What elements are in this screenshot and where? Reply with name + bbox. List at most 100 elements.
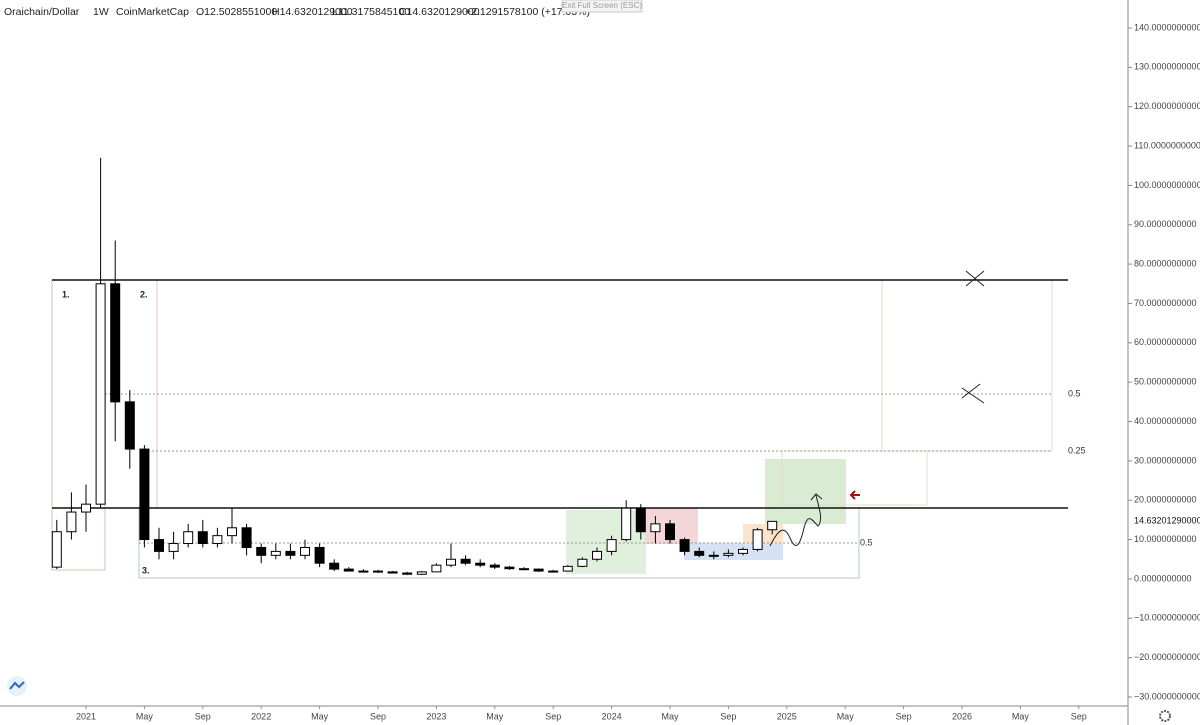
logo-mark [9,681,25,690]
candle-body [577,558,588,567]
candle-body [329,562,340,570]
candle-body [533,568,544,572]
candle-body [621,507,632,541]
candle-body [738,548,748,554]
source: CoinMarketCap [116,6,189,18]
y-tick-label: 40.0000000000 [1134,416,1197,426]
interval: 1W [93,6,109,18]
zone-box [881,279,1053,452]
candle-body [66,511,77,533]
cross-mark [965,270,985,287]
change-value: +2.1291578100 (+17.03%) [465,6,590,18]
x-tick-label: 2026 [952,711,972,721]
candle-body [95,283,106,505]
candle-body [708,554,719,557]
annotation: 3. [142,565,150,575]
candle-body [270,550,281,556]
candle-body [51,531,62,568]
candle-body [227,527,237,537]
candle-body [373,570,383,573]
arrow [849,490,860,500]
candle-body [562,565,573,572]
x-tick-label: 2023 [426,711,446,721]
candle-body [387,571,398,574]
candle-body [460,558,471,564]
x-tick-label: 2025 [777,711,797,721]
y-tick-label: 80.0000000000 [1134,258,1197,268]
candle-body [679,539,690,552]
candle-body [752,529,763,550]
price-label: 14.63201290000 [1134,516,1200,526]
candle-body [256,546,267,556]
y-tick-label: 20.0000000000 [1134,495,1197,505]
candle-body [343,568,354,572]
annotation: 2. [140,289,148,299]
y-tick-label: 60.0000000000 [1134,337,1197,347]
settings-icon[interactable] [1159,710,1171,722]
x-tick-label: May [837,711,855,721]
candle-body [431,564,442,573]
candle-body [212,535,223,545]
y-tick-label: 140.0000000000 [1134,22,1200,32]
candle-body [197,531,208,545]
y-tick-label: 10.0000000000 [1134,534,1197,544]
zone-box [765,459,846,524]
candle-body [183,531,194,545]
candle-body [154,539,164,552]
candle-body [416,571,427,575]
y-tick-label: 30.0000000000 [1134,455,1197,465]
x-tick-label: May [486,711,504,721]
x-tick-label: May [661,711,679,721]
x-tick-label: Sep [1071,711,1087,721]
x-tick-label: Sep [370,711,386,721]
candle-body [694,550,705,556]
candle-body [475,562,486,566]
tooltip-box[interactable] [561,0,643,13]
candle-body [124,401,135,450]
y-tick-label: 130.0000000000 [1134,62,1200,72]
drawings [51,270,1068,579]
candle-body [606,539,617,552]
candle-body [446,558,456,566]
candle-body [81,503,91,513]
y-tick-label: 70.0000000000 [1134,298,1197,308]
annotation: 0.5 [860,537,873,547]
x-tick-label: 2022 [251,711,271,721]
candle-body [767,520,778,531]
y-tick-label: 50.0000000000 [1134,377,1197,387]
y-tick-label: −30.0000000000 [1134,691,1200,701]
candle-body [665,523,675,541]
candle-body [635,507,646,533]
y-tick-label: 0.0000000000 [1134,573,1192,583]
symbol: Oraichain/Dollar [4,6,80,18]
x-tick-label: 2024 [602,711,622,721]
projection-path [769,493,823,547]
candle-body [519,568,529,571]
candle-body [300,546,310,556]
open-value: O12.5028551000 [196,6,277,18]
candle-body [358,570,369,573]
annotation: 0.5 [1068,388,1081,398]
y-tick-label: 90.0000000000 [1134,219,1197,229]
y-tick-label: 100.0000000000 [1134,180,1200,190]
y-tick-label: −10.0000000000 [1134,613,1200,623]
x-tick-label: May [311,711,329,721]
tooltip[interactable]: Exit Full Screen (ESC) [562,1,642,10]
candle-body [548,570,559,573]
candle-body [285,550,296,556]
y-tick-label: 120.0000000000 [1134,101,1200,111]
candle-body [314,546,325,564]
candle-body [402,572,413,575]
candle-body [110,283,121,403]
close-value: C14.6320129000 [399,6,480,18]
candle-body [168,543,179,552]
zone-box [781,450,928,506]
x-tick-label: Sep [195,711,211,721]
y-tick-label: 110.0000000000 [1134,140,1200,150]
x-tick-label: Sep [896,711,912,721]
low-value: L11.3175845100 [332,6,410,18]
high-value: H14.6320129000 [272,6,353,18]
price-label-box [1130,515,1200,528]
x-tick-label: May [136,711,154,721]
